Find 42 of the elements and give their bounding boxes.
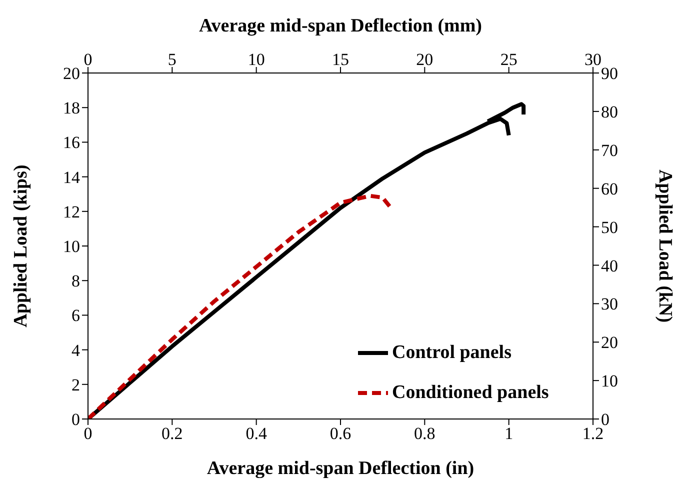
y-tick-label: 0 <box>72 410 80 430</box>
line-series <box>88 194 393 419</box>
x-axis-title: Average mid-span Deflection (in) <box>206 458 474 479</box>
x-tick-label: 1.2 <box>582 424 604 444</box>
y-tick-label: 20 <box>63 64 80 84</box>
x2-tick-label: 25 <box>500 50 518 69</box>
y-axis-title: Applied Load (kips) <box>10 164 32 328</box>
y-tick-label: 12 <box>63 202 80 222</box>
y2-tick-label: 90 <box>601 64 618 84</box>
y-tick-label: 14 <box>63 168 80 187</box>
x2-tick-label: 0 <box>84 50 92 69</box>
y-tick-label: 10 <box>63 237 80 256</box>
x-tick-label: 0.4 <box>246 424 268 444</box>
y-tick-label: 2 <box>72 375 80 394</box>
y-tick-label: 8 <box>72 272 80 291</box>
y2-tick-label: 10 <box>601 372 618 391</box>
y2-tick-label: 70 <box>601 140 618 160</box>
y-tick-label: 4 <box>72 340 80 360</box>
x-tick-label: 1 <box>504 424 514 444</box>
x-tick-label: 0.2 <box>162 424 183 444</box>
y2-tick-label: 80 <box>601 102 618 122</box>
legend-label: Conditioned panels <box>392 382 549 404</box>
x2-tick-label: 30 <box>584 50 602 69</box>
y-tick-label: 6 <box>72 306 80 326</box>
y2-tick-label: 30 <box>601 294 618 314</box>
x2-tick-label: 20 <box>416 50 434 69</box>
x-tick-label: 0 <box>84 424 92 444</box>
y2-axis-title: Applied Load (kN) <box>654 169 676 323</box>
legend-label: Control panels <box>392 342 512 364</box>
y-tick-label: 16 <box>63 133 80 152</box>
y2-tick-label: 60 <box>601 179 618 198</box>
y-tick-label: 18 <box>63 98 80 118</box>
y2-tick-label: 50 <box>601 218 618 237</box>
x2-tick-label: 10 <box>248 50 265 69</box>
x-tick-label: 0.6 <box>330 424 352 444</box>
x2-axis-title: Average mid-span Deflection (mm) <box>199 15 482 36</box>
x2-tick-label: 15 <box>332 50 349 69</box>
y2-tick-label: 0 <box>601 410 610 430</box>
x2-tick-label: 5 <box>168 50 176 69</box>
y2-tick-label: 40 <box>601 256 618 276</box>
y2-tick-label: 20 <box>601 333 618 352</box>
x-tick-label: 0.8 <box>414 424 436 444</box>
